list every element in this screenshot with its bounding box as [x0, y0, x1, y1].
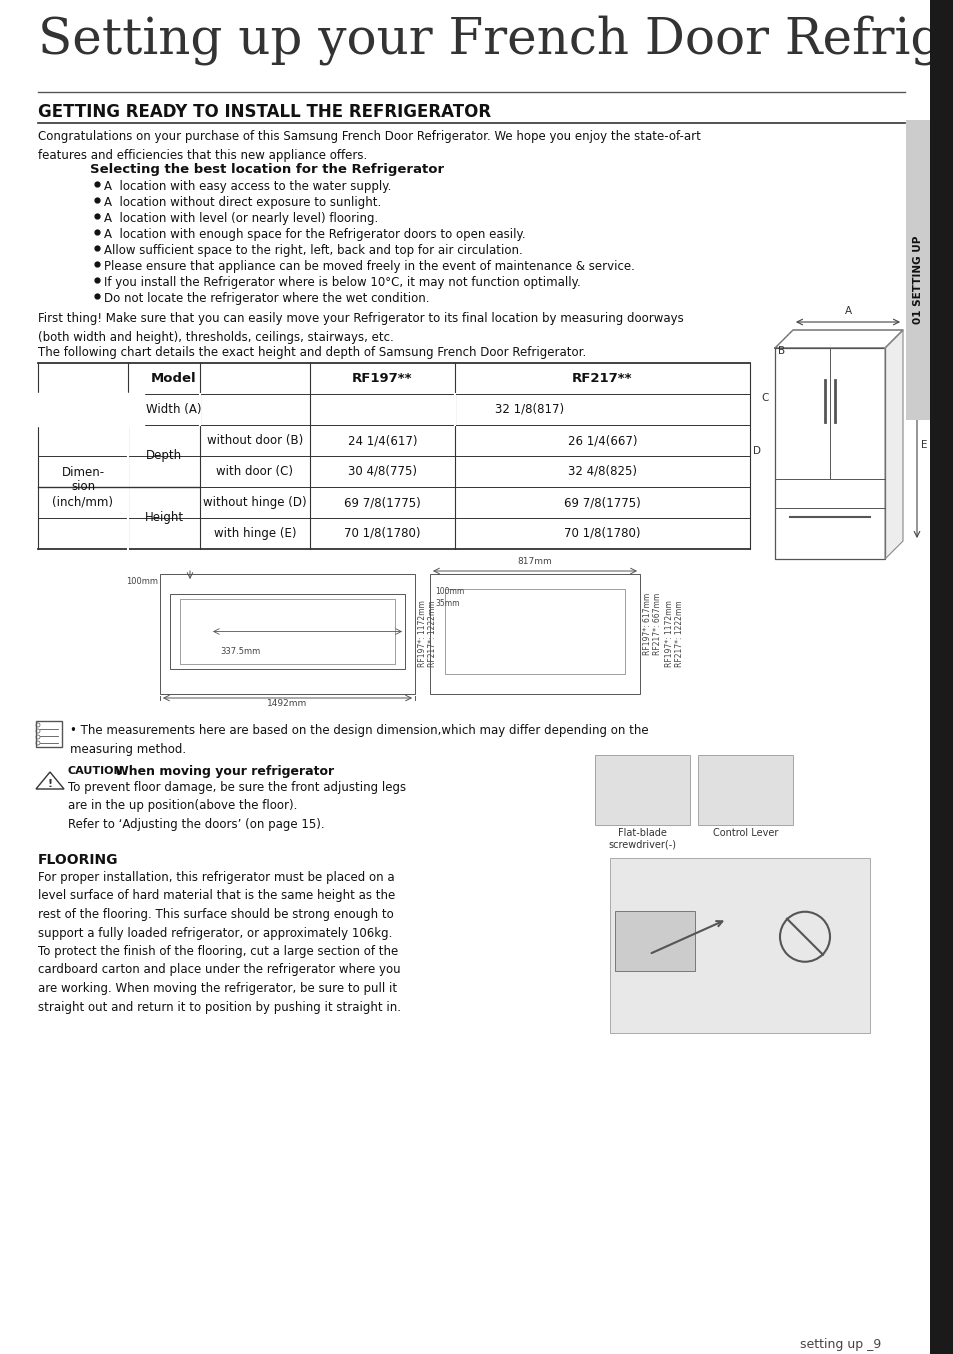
- Polygon shape: [884, 330, 902, 559]
- Text: Control Lever: Control Lever: [712, 829, 778, 838]
- Text: Height: Height: [144, 512, 183, 524]
- Text: CAUTION: CAUTION: [68, 766, 124, 776]
- Text: 70 1/8(1780): 70 1/8(1780): [344, 527, 420, 540]
- Text: RF197*: 1172mm
RF217*: 1222mm: RF197*: 1172mm RF217*: 1222mm: [664, 601, 683, 668]
- Text: Flat-blade
screwdriver(-): Flat-blade screwdriver(-): [608, 829, 676, 849]
- Text: 1492mm: 1492mm: [267, 699, 307, 708]
- Text: Selecting the best location for the Refrigerator: Selecting the best location for the Refr…: [90, 162, 444, 176]
- Text: The following chart details the exact height and depth of Samsung French Door Re: The following chart details the exact he…: [38, 347, 586, 359]
- Text: 100mm: 100mm: [435, 588, 464, 596]
- Text: 69 7/8(1775): 69 7/8(1775): [344, 496, 420, 509]
- Text: RF217**: RF217**: [572, 372, 632, 385]
- Bar: [36, 720, 62, 747]
- Text: 24 1/4(617): 24 1/4(617): [348, 435, 416, 447]
- Text: Dimen-
sion
(inch/mm): Dimen- sion (inch/mm): [52, 466, 113, 509]
- Text: with hinge (E): with hinge (E): [213, 527, 296, 540]
- Text: RF197*: 617mm
RF217*: 667mm: RF197*: 617mm RF217*: 667mm: [642, 593, 661, 655]
- Text: Model: Model: [151, 372, 196, 385]
- Text: 70 1/8(1780): 70 1/8(1780): [563, 527, 640, 540]
- Text: D: D: [752, 445, 760, 455]
- Text: setting up _9: setting up _9: [800, 1338, 881, 1351]
- Bar: [430, 574, 639, 695]
- Text: 817mm: 817mm: [517, 556, 552, 566]
- Text: A  location with enough space for the Refrigerator doors to open easily.: A location with enough space for the Ref…: [104, 227, 525, 241]
- Text: When moving your refrigerator: When moving your refrigerator: [115, 765, 334, 779]
- Text: without door (B): without door (B): [207, 435, 303, 447]
- Text: 100mm: 100mm: [126, 577, 158, 586]
- Text: without hinge (D): without hinge (D): [203, 496, 307, 509]
- Bar: [615, 910, 695, 971]
- Text: Width (A): Width (A): [146, 403, 201, 416]
- Text: with door (C): with door (C): [216, 464, 294, 478]
- Bar: [698, 756, 792, 825]
- Polygon shape: [36, 772, 64, 789]
- Text: 35mm: 35mm: [435, 598, 459, 608]
- Bar: [929, 0, 953, 1354]
- Text: 32 1/8(817): 32 1/8(817): [495, 403, 564, 416]
- Text: Setting up your French Door Refrigerator: Setting up your French Door Refrigerator: [38, 15, 953, 65]
- Text: Depth: Depth: [146, 450, 182, 463]
- Text: To prevent floor damage, be sure the front adjusting legs
are in the up position: To prevent floor damage, be sure the fro…: [68, 781, 406, 831]
- Text: If you install the Refrigerator where is below 10°C, it may not function optimal: If you install the Refrigerator where is…: [104, 276, 580, 288]
- Text: !: !: [48, 779, 52, 789]
- Text: GETTING READY TO INSTALL THE REFRIGERATOR: GETTING READY TO INSTALL THE REFRIGERATO…: [38, 103, 491, 121]
- Bar: [609, 858, 869, 1033]
- Bar: [905, 121, 929, 420]
- Bar: [160, 574, 415, 695]
- Text: B: B: [777, 347, 784, 356]
- Text: 337.5mm: 337.5mm: [220, 647, 260, 655]
- Text: 30 4/8(775): 30 4/8(775): [348, 464, 416, 478]
- Text: Allow sufficient space to the right, left, back and top for air circulation.: Allow sufficient space to the right, lef…: [104, 244, 522, 257]
- Bar: [444, 589, 624, 674]
- Text: A  location with level (or nearly level) flooring.: A location with level (or nearly level) …: [104, 213, 377, 225]
- Text: E: E: [920, 440, 926, 450]
- Bar: [180, 598, 395, 663]
- Text: Please ensure that appliance can be moved freely in the event of maintenance & s: Please ensure that appliance can be move…: [104, 260, 634, 274]
- Text: 32 4/8(825): 32 4/8(825): [567, 464, 637, 478]
- Text: 26 1/4(667): 26 1/4(667): [567, 435, 637, 447]
- Text: • The measurements here are based on the design dimension,which may differ depen: • The measurements here are based on the…: [70, 724, 648, 756]
- Text: For proper installation, this refrigerator must be placed on a
level surface of : For proper installation, this refrigerat…: [38, 871, 400, 1014]
- Bar: [170, 594, 405, 669]
- Text: 69 7/8(1775): 69 7/8(1775): [563, 496, 640, 509]
- Text: 01 SETTING UP: 01 SETTING UP: [912, 236, 923, 324]
- Text: First thing! Make sure that you can easily move your Refrigerator to its final l: First thing! Make sure that you can easi…: [38, 311, 683, 344]
- Text: RF197**: RF197**: [352, 372, 413, 385]
- Text: A  location with easy access to the water supply.: A location with easy access to the water…: [104, 180, 391, 194]
- Text: A  location without direct exposure to sunlight.: A location without direct exposure to su…: [104, 196, 381, 209]
- Text: Do not locate the refrigerator where the wet condition.: Do not locate the refrigerator where the…: [104, 292, 429, 305]
- Bar: [595, 756, 689, 825]
- Text: RF197*: 1172mm
RF217*: 1222mm: RF197*: 1172mm RF217*: 1222mm: [417, 601, 436, 668]
- Text: A: A: [843, 306, 851, 315]
- Text: C: C: [760, 393, 768, 402]
- Text: Congratulations on your purchase of this Samsung French Door Refrigerator. We ho: Congratulations on your purchase of this…: [38, 130, 700, 161]
- Text: FLOORING: FLOORING: [38, 853, 118, 867]
